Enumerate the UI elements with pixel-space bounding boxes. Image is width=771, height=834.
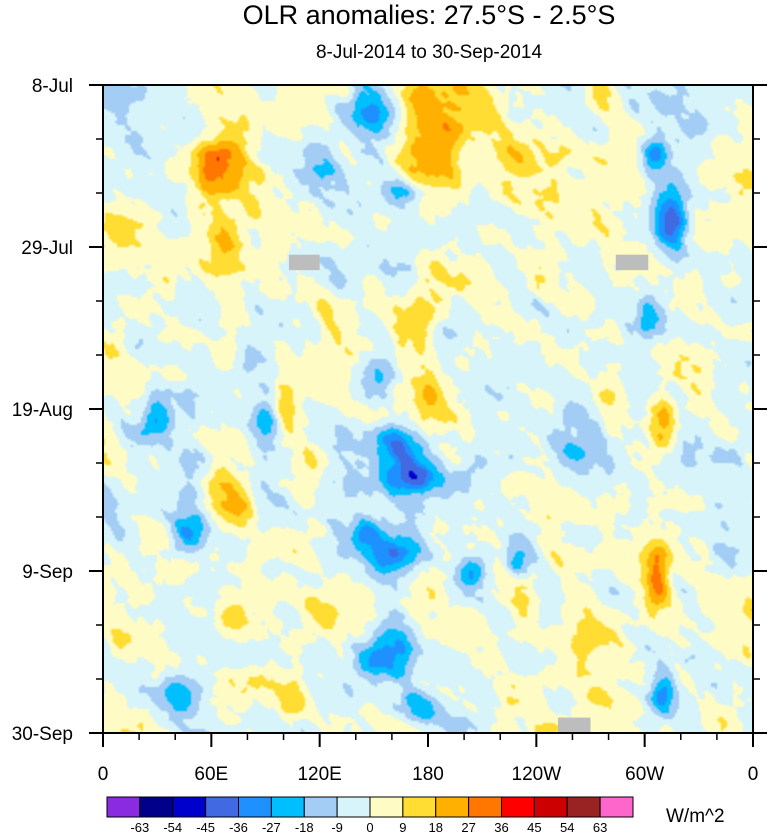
colorbar-level-label: -27 (262, 820, 281, 834)
colorbar-swatch (435, 796, 470, 818)
colorbar-level-label: 63 (593, 820, 607, 834)
x-axis-ticks: 0 60E 120E 180 120W 60W 0 (98, 733, 759, 785)
chart-title: OLR anomalies: 27.5°S - 2.5°S (243, 0, 616, 30)
colorbar-level-label: -63 (130, 820, 149, 834)
x-tick-label: 60E (194, 764, 228, 785)
y-tick-label: 9-Sep (22, 562, 73, 583)
colorbar-level-label: -18 (295, 820, 314, 834)
colorbar-swatch (369, 796, 404, 818)
colorbar-level-label: 0 (366, 820, 373, 834)
colorbar-swatch (238, 796, 272, 818)
colorbar-swatch (501, 796, 535, 818)
colorbar-swatch (303, 796, 338, 818)
colorbar-swatch (270, 796, 305, 818)
colorbar-swatch (336, 796, 371, 818)
colorbar-level-label: -54 (163, 820, 182, 834)
y-axis-ticks: 8-Jul 29-Jul 19-Aug 9-Sep 30-Sep (12, 76, 767, 745)
colorbar-swatch (139, 796, 174, 818)
colorbar-swatch (533, 796, 568, 818)
missing-data-box (288, 254, 320, 271)
colorbar-level-label: 45 (527, 820, 541, 834)
x-tick-label: 120W (512, 764, 562, 785)
colorbar-level-label: 18 (429, 820, 443, 834)
x-tick-label: 180 (412, 764, 444, 785)
x-tick-label: 0 (748, 764, 759, 785)
colorbar-swatch (468, 796, 502, 818)
colorbar-level-label: -45 (196, 820, 215, 834)
colorbar-level-label: -9 (331, 820, 343, 834)
colorbar-level-label: 36 (494, 820, 508, 834)
missing-data-box (558, 717, 591, 733)
missing-data-layer (288, 254, 649, 733)
colorbar-swatch (402, 796, 437, 818)
y-tick-label: 8-Jul (32, 76, 73, 97)
y-tick-label: 19-Aug (12, 400, 73, 421)
colorbar-units: W/m^2 (666, 806, 725, 827)
chart-subtitle: 8-Jul-2014 to 30-Sep-2014 (316, 42, 542, 63)
colorbar-labels: -63 -54 -45 -36 -27 -18 -9 0 9 18 27 36 45 54 63 (130, 820, 607, 834)
colorbar-swatch (566, 796, 601, 818)
x-tick-label: 60W (625, 764, 664, 785)
colorbar-swatch (205, 796, 239, 818)
x-tick-label: 0 (98, 764, 109, 785)
colorbar-level-label: 54 (560, 820, 574, 834)
colorbar-swatch (106, 796, 141, 818)
colorbar-level-label: -36 (229, 820, 248, 834)
minor-ticks (96, 138, 760, 740)
colorbar-swatch (599, 796, 634, 818)
y-tick-label: 29-Jul (21, 238, 73, 259)
colorbar-level-label: 27 (461, 820, 475, 834)
colorbar (106, 796, 634, 818)
colorbar-level-label: 9 (399, 820, 406, 834)
x-tick-label: 120E (297, 764, 341, 785)
colorbar-swatch (172, 796, 207, 818)
missing-data-box (615, 254, 649, 271)
heatmap-image (103, 85, 753, 733)
y-tick-label: 30-Sep (12, 724, 73, 745)
